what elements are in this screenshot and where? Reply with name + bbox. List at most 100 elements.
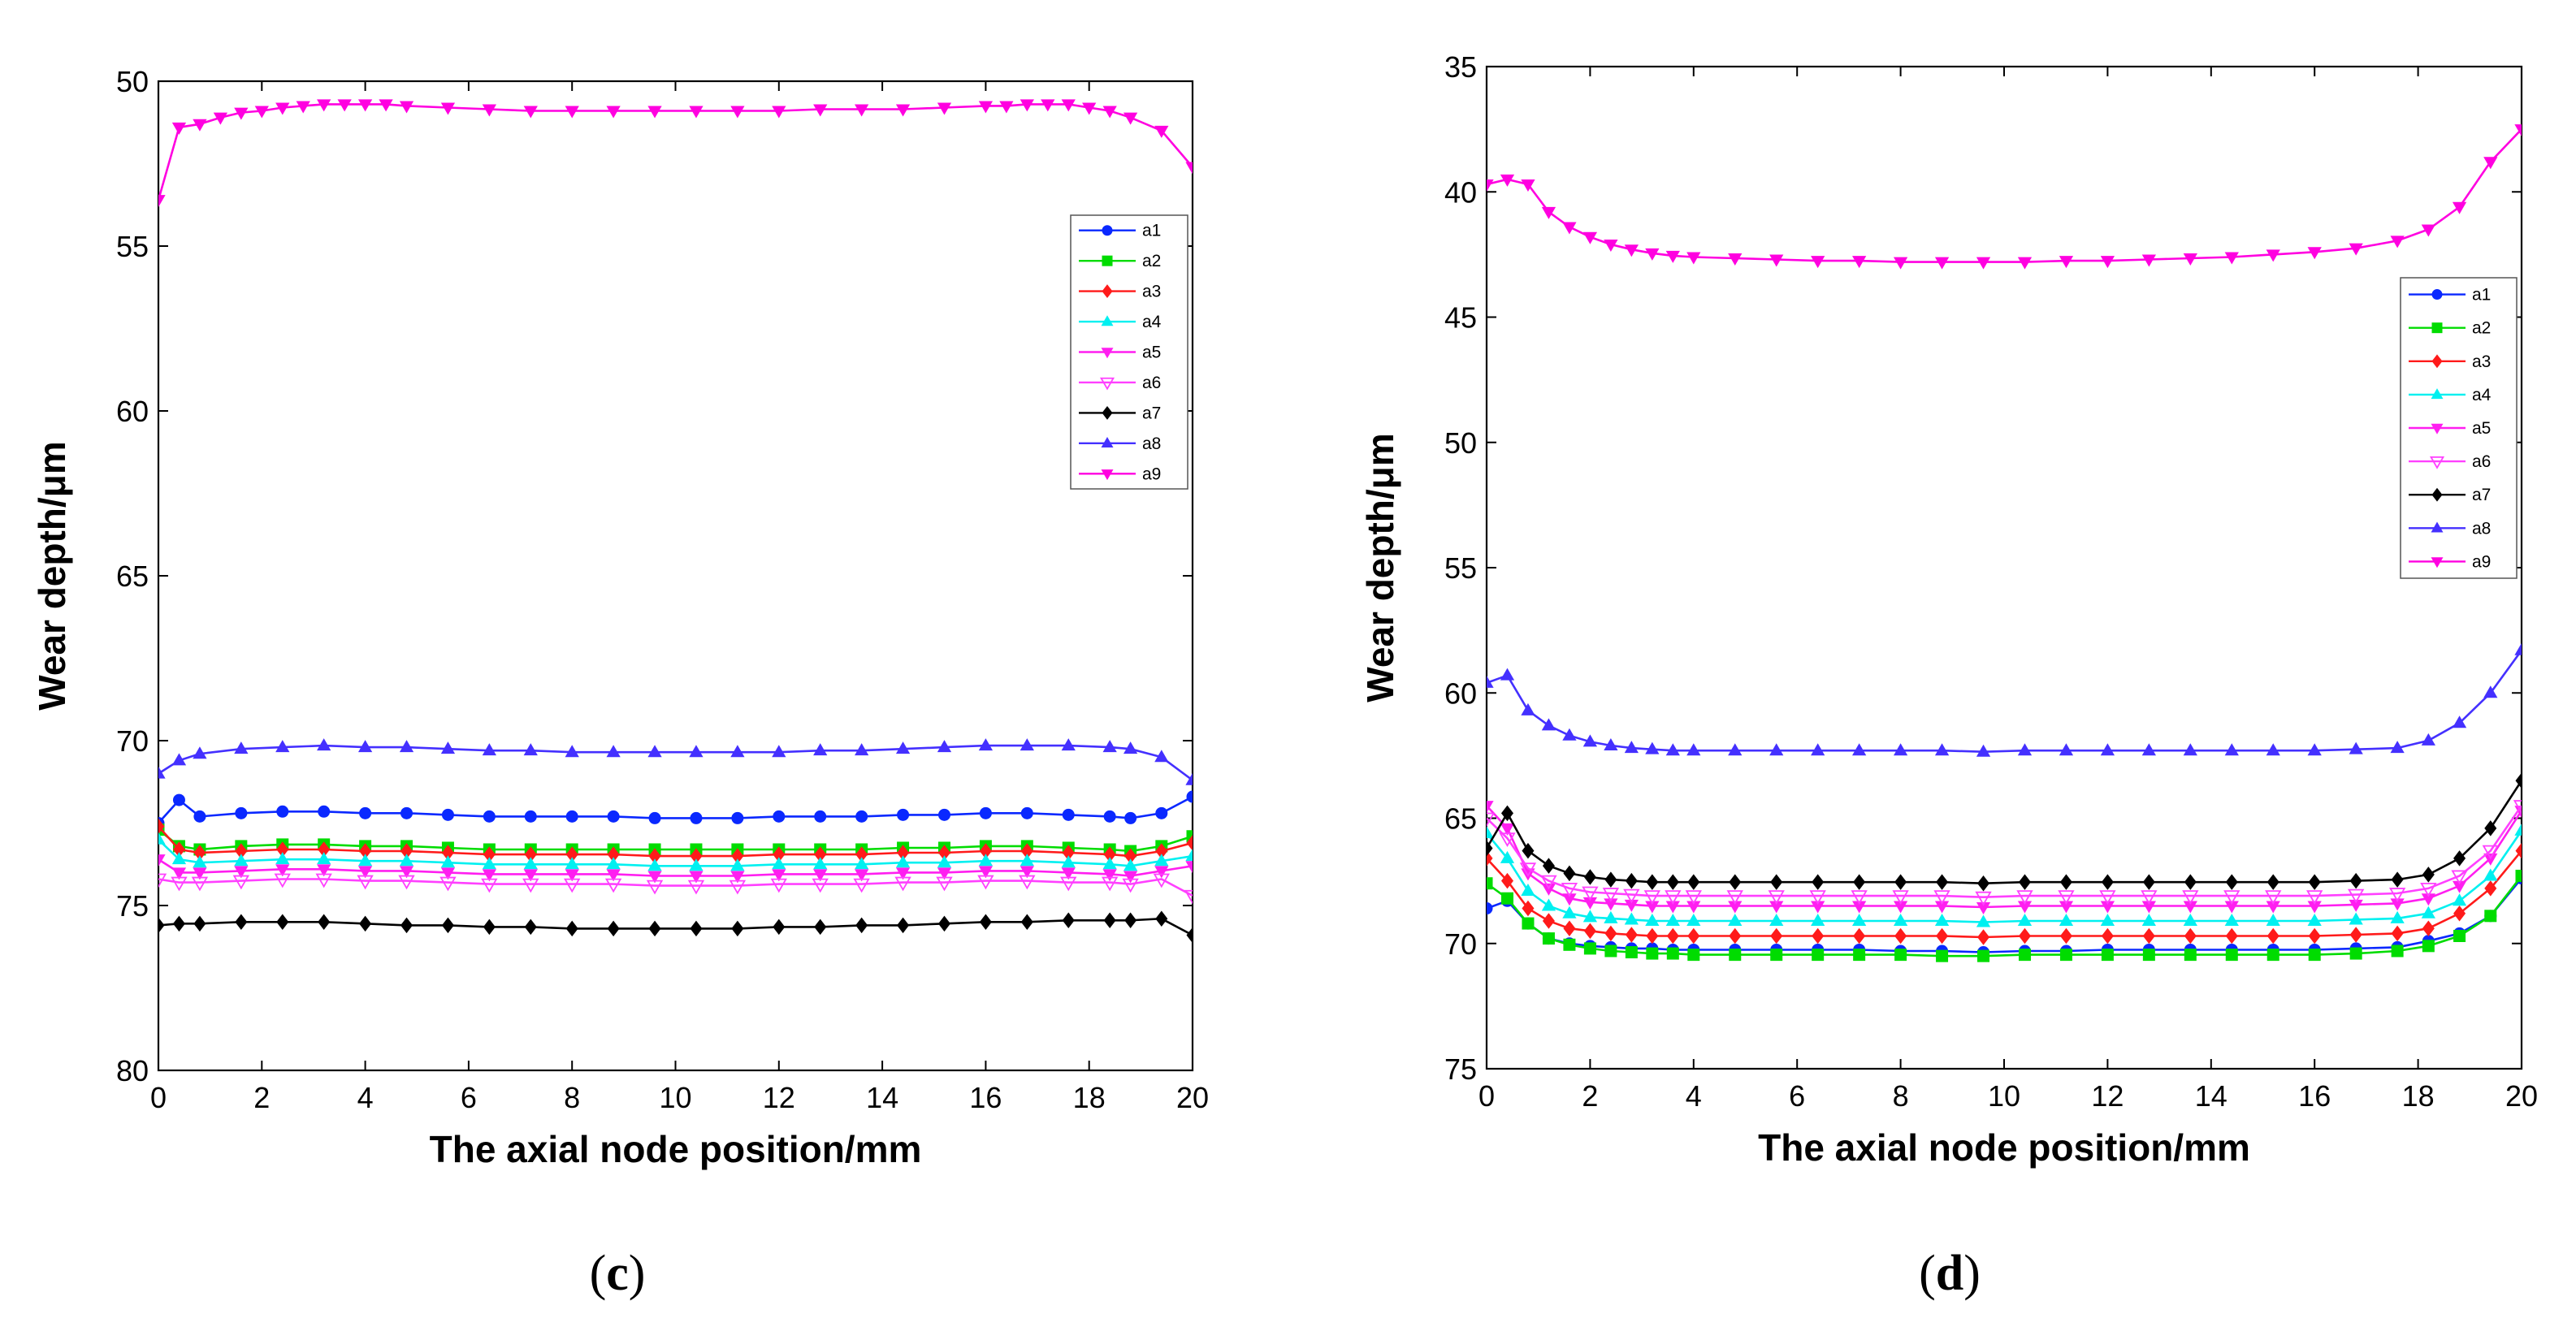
data-point-a7 bbox=[2391, 871, 2404, 888]
data-point-a9 bbox=[855, 104, 869, 117]
x-tick-label: 6 bbox=[461, 1081, 477, 1114]
data-point-a8 bbox=[2183, 743, 2197, 756]
data-point-a8 bbox=[2266, 743, 2280, 756]
data-point-a3 bbox=[193, 845, 206, 861]
series-a8 bbox=[158, 738, 1193, 785]
data-point-a4 bbox=[937, 855, 952, 868]
data-point-a5 bbox=[2266, 901, 2280, 914]
data-point-a6 bbox=[1726, 890, 1743, 905]
data-point-a9 bbox=[1811, 256, 1825, 269]
legend-label-a4: a4 bbox=[2472, 386, 2492, 404]
data-point-a2 bbox=[1687, 949, 1700, 962]
x-tick-label: 18 bbox=[2402, 1079, 2435, 1113]
data-point-a7 bbox=[1124, 912, 1137, 929]
data-point-a3 bbox=[318, 841, 331, 858]
data-point-a9 bbox=[1604, 240, 1618, 253]
data-point-a4 bbox=[1123, 858, 1138, 871]
data-point-a4 bbox=[978, 854, 994, 867]
data-point-a4 bbox=[1020, 854, 1034, 867]
data-point-a4 bbox=[1624, 912, 1639, 925]
data-point-a6 bbox=[1101, 876, 1119, 892]
legend: a1 a2 a3 a4 a5 a6 a7 a8 a9 bbox=[2400, 277, 2518, 579]
legend-item-a4: a4 bbox=[1079, 313, 1162, 331]
data-point-a5 bbox=[2224, 901, 2239, 914]
data-point-a6 bbox=[770, 878, 787, 893]
data-point-a8 bbox=[1645, 741, 1660, 754]
data-point-a9 bbox=[2017, 257, 2033, 270]
series-line-a6 bbox=[158, 878, 1193, 897]
legend-item-a9: a9 bbox=[2409, 552, 2491, 571]
data-point-a8 bbox=[440, 741, 456, 754]
data-point-a2 bbox=[2184, 949, 2197, 962]
data-point-a1 bbox=[318, 805, 331, 818]
data-point-a6 bbox=[812, 878, 829, 893]
data-point-a4 bbox=[1185, 849, 1193, 862]
data-point-a4 bbox=[2349, 912, 2363, 925]
data-point-a3 bbox=[2484, 880, 2497, 897]
data-point-a8 bbox=[1487, 675, 1494, 688]
data-point-a8 bbox=[1811, 743, 1825, 756]
x-tick-label: 16 bbox=[969, 1081, 1002, 1114]
data-point-a3 bbox=[276, 841, 289, 858]
data-point-a9 bbox=[440, 102, 456, 115]
data-point-a7 bbox=[400, 917, 413, 934]
data-point-a7 bbox=[193, 915, 206, 932]
data-point-a9 bbox=[1624, 244, 1639, 257]
series-a9 bbox=[1487, 124, 2522, 270]
data-point-a2 bbox=[1770, 949, 1783, 962]
data-point-a9 bbox=[2266, 249, 2280, 262]
data-point-a5 bbox=[1102, 869, 1117, 882]
data-point-a9 bbox=[2452, 201, 2467, 214]
data-point-a9 bbox=[1934, 257, 1950, 270]
y-tick-label: 70 bbox=[1444, 927, 1477, 961]
series-a7 bbox=[158, 910, 1193, 944]
y-tick-label: 60 bbox=[1444, 676, 1477, 710]
data-point-a2 bbox=[2422, 940, 2435, 953]
data-point-a9 bbox=[337, 99, 352, 112]
data-point-a5 bbox=[978, 866, 994, 879]
data-point-a7 bbox=[1687, 874, 1700, 890]
data-point-a3 bbox=[2349, 927, 2362, 943]
data-point-a5 bbox=[2307, 901, 2322, 914]
data-point-a9 bbox=[1487, 179, 1494, 192]
panel-c-chart: 0 2 4 6 8 10 12 14 16 18 20 50 55 60 65 70 75 80 The axial… bbox=[31, 65, 1209, 1301]
data-point-a4 bbox=[1769, 913, 1784, 926]
data-point-a7 bbox=[773, 919, 786, 936]
data-point-a8 bbox=[1154, 750, 1169, 763]
data-point-a5 bbox=[1728, 901, 1743, 914]
legend-marker-a8 bbox=[1101, 437, 1114, 448]
data-point-a5 bbox=[895, 867, 911, 880]
data-point-a3 bbox=[524, 846, 537, 862]
data-point-a9 bbox=[275, 102, 290, 115]
data-point-a5 bbox=[171, 867, 187, 880]
series-line-a1 bbox=[158, 795, 1193, 824]
data-point-a8 bbox=[1582, 734, 1598, 747]
data-point-a5 bbox=[1487, 801, 1494, 814]
data-point-a4 bbox=[1582, 910, 1598, 923]
series-a4 bbox=[158, 832, 1193, 871]
data-point-a7 bbox=[1020, 914, 1033, 931]
data-point-a8 bbox=[1020, 738, 1034, 751]
data-point-a4 bbox=[275, 852, 290, 865]
legend-marker-a5 bbox=[2431, 423, 2444, 434]
data-point-a9 bbox=[1976, 257, 1991, 270]
data-point-a6 bbox=[1122, 878, 1139, 893]
data-point-a8 bbox=[1185, 772, 1193, 785]
legend-label-a4: a4 bbox=[1142, 313, 1162, 331]
legend-marker-a2 bbox=[1102, 255, 1113, 266]
data-point-a1 bbox=[1103, 810, 1116, 823]
data-point-a4 bbox=[565, 857, 579, 870]
data-point-a3 bbox=[1687, 927, 1700, 944]
data-point-a4 bbox=[171, 852, 187, 865]
legend-marker-a8 bbox=[2431, 521, 2444, 533]
series-a4 bbox=[1487, 823, 2522, 927]
data-point-a6 bbox=[1685, 890, 1702, 905]
panel-caption: (d) bbox=[1919, 1246, 1981, 1301]
data-point-a9 bbox=[937, 102, 952, 115]
data-point-a7 bbox=[1604, 871, 1617, 888]
data-point-a1 bbox=[1487, 902, 1493, 915]
data-point-a8 bbox=[565, 745, 579, 758]
data-point-a1 bbox=[773, 810, 786, 823]
data-point-a6 bbox=[1499, 832, 1516, 847]
data-point-a4 bbox=[2483, 868, 2498, 881]
